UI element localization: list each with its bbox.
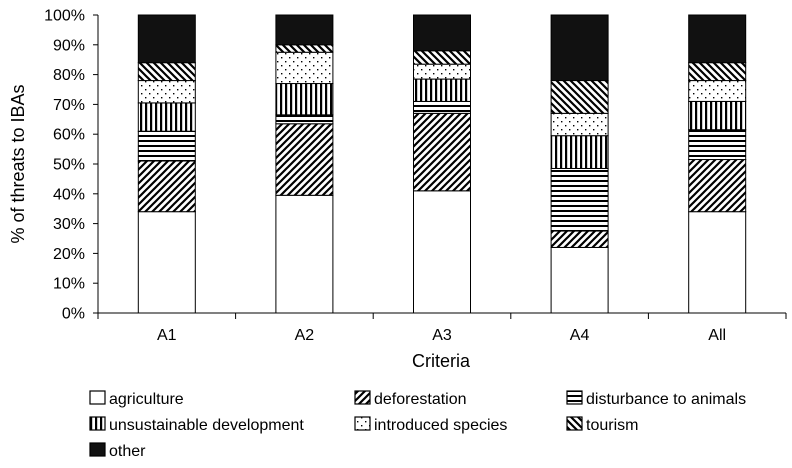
bar-segment-introduced-species bbox=[137, 80, 196, 104]
bar-segment-tourism bbox=[275, 44, 334, 53]
bar-segment-other bbox=[413, 14, 471, 52]
x-tick-label: A3 bbox=[432, 327, 452, 344]
legend-label: introduced species bbox=[374, 417, 507, 434]
y-tick-label: 80% bbox=[53, 67, 85, 84]
bar-segment-tourism bbox=[413, 50, 471, 65]
legend-label: disturbance to animals bbox=[586, 391, 746, 408]
bar-stack-a3 bbox=[413, 14, 471, 314]
y-tick-label: 50% bbox=[53, 157, 85, 174]
x-tick-label: A4 bbox=[570, 327, 590, 344]
legend-swatch bbox=[566, 390, 583, 405]
x-tick-label: A1 bbox=[157, 327, 177, 344]
bar-segment-disturbance-to-animals bbox=[413, 100, 471, 114]
y-tick-label: 90% bbox=[53, 37, 85, 54]
bar-segment-unsustainable-development bbox=[550, 135, 609, 169]
bar-segment-unsustainable-development bbox=[413, 78, 471, 102]
bar-stack-a4 bbox=[550, 14, 609, 314]
bar-segment-deforestation bbox=[688, 159, 747, 213]
legend-item: other bbox=[89, 442, 146, 460]
bar-segment-tourism bbox=[550, 80, 609, 114]
bar-segment-introduced-species bbox=[550, 112, 609, 137]
y-tick-label: 40% bbox=[53, 186, 85, 203]
legend-item: tourism bbox=[566, 416, 638, 434]
bar-stack-all bbox=[688, 14, 747, 314]
bar-segment-agriculture bbox=[688, 211, 747, 314]
bar-segment-disturbance-to-animals bbox=[688, 129, 747, 161]
bar-segment-other bbox=[137, 14, 196, 64]
y-tick-label: 10% bbox=[53, 276, 85, 293]
y-tick-label: 20% bbox=[53, 246, 85, 263]
legend-swatch bbox=[89, 416, 106, 431]
bar-segment-agriculture bbox=[275, 194, 334, 314]
bar-segment-disturbance-to-animals bbox=[275, 114, 334, 125]
bar-segment-deforestation bbox=[413, 112, 471, 192]
bar-segment-disturbance-to-animals bbox=[550, 167, 609, 232]
legend-label: deforestation bbox=[374, 391, 467, 408]
legend-item: introduced species bbox=[354, 416, 507, 434]
legend-swatch bbox=[354, 390, 371, 405]
bar-segment-agriculture bbox=[550, 246, 609, 314]
x-axis: A1 A2 A3 A4 All bbox=[97, 312, 787, 344]
legend-swatch bbox=[89, 390, 106, 405]
y-tick-label: 0% bbox=[62, 306, 85, 323]
legend: agriculture deforestation disturbance to a… bbox=[89, 390, 746, 460]
bar-segment-tourism bbox=[137, 62, 196, 82]
bar-segment-unsustainable-development bbox=[137, 102, 196, 132]
legend-label: other bbox=[109, 443, 146, 460]
bar-segment-unsustainable-development bbox=[275, 83, 334, 116]
x-axis-ticks: A1 A2 A3 A4 All bbox=[97, 313, 787, 344]
y-axis: 0% 10% 20% 30% 40% 50% 60% 70% 80% 90% 100% bbox=[44, 8, 99, 323]
x-tick-label: A2 bbox=[295, 327, 315, 344]
y-tick-label: 70% bbox=[53, 97, 85, 114]
bar-segment-deforestation bbox=[137, 160, 196, 213]
bar-segment-unsustainable-development bbox=[688, 100, 747, 131]
y-tick-label: 30% bbox=[53, 216, 85, 233]
bar-segment-disturbance-to-animals bbox=[137, 130, 196, 162]
bar-segment-other bbox=[688, 14, 747, 64]
x-tick-label: All bbox=[708, 327, 726, 344]
legend-label: agriculture bbox=[109, 391, 184, 408]
bar-segment-deforestation bbox=[275, 123, 334, 196]
bar-stacks bbox=[137, 14, 747, 314]
bar-segment-introduced-species bbox=[413, 63, 471, 80]
y-tick-label: 100% bbox=[44, 8, 85, 25]
y-tick-label: 60% bbox=[53, 127, 85, 144]
y-axis-ticks: 0% 10% 20% 30% 40% 50% 60% 70% 80% 90% 100% bbox=[44, 8, 98, 323]
bar-stack-a1 bbox=[137, 14, 196, 314]
legend-label: unsustainable development bbox=[109, 417, 304, 434]
legend-item: unsustainable development bbox=[89, 416, 304, 434]
legend-swatch bbox=[566, 416, 583, 431]
bar-segment-deforestation bbox=[550, 230, 609, 248]
bar-segment-introduced-species bbox=[275, 51, 334, 85]
bar-stack-a2 bbox=[275, 14, 334, 314]
legend-item: agriculture bbox=[89, 390, 184, 408]
legend-item: deforestation bbox=[354, 390, 467, 408]
bar-segment-tourism bbox=[688, 62, 747, 82]
legend-item: disturbance to animals bbox=[566, 390, 746, 408]
bar-segment-introduced-species bbox=[688, 80, 747, 102]
bar-segment-agriculture bbox=[413, 190, 471, 314]
y-axis-title: % of threats to IBAs bbox=[8, 84, 28, 243]
bar-segment-other bbox=[275, 14, 334, 46]
x-axis-title: Criteria bbox=[412, 351, 471, 371]
legend-swatch bbox=[354, 416, 371, 431]
bar-segment-other bbox=[550, 14, 609, 82]
bar-segment-agriculture bbox=[137, 211, 196, 314]
legend-label: tourism bbox=[586, 417, 638, 434]
legend-swatch bbox=[89, 442, 106, 457]
